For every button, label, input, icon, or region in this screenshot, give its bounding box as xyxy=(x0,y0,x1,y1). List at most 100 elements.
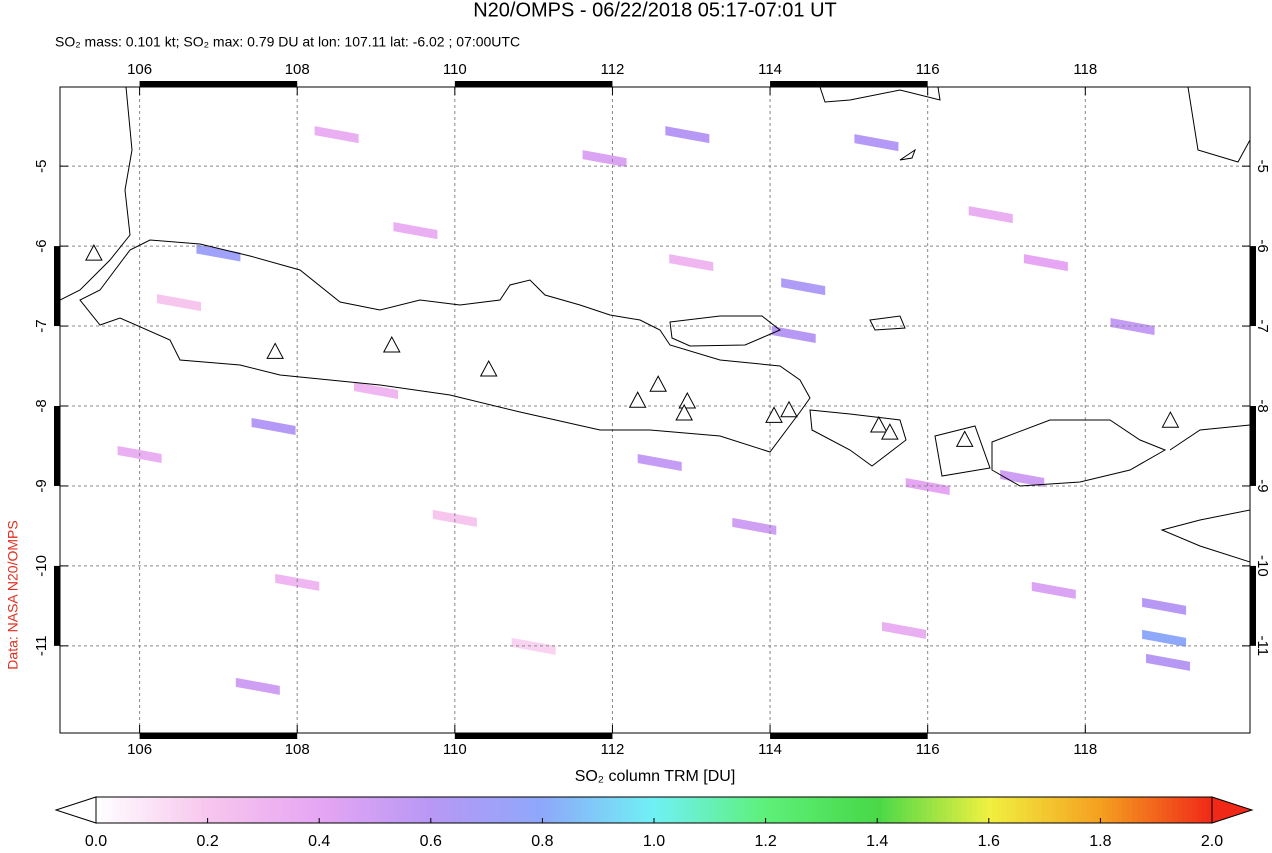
colorbar-cell xyxy=(796,797,803,823)
colorbar-cell xyxy=(851,797,858,823)
so2-pixel xyxy=(732,517,777,535)
y-tick-label: -6 xyxy=(33,239,50,252)
colorbar-cell xyxy=(296,797,302,823)
colorbar-cell xyxy=(1126,797,1133,823)
volcano xyxy=(675,403,693,421)
so2-pixel xyxy=(432,509,477,527)
colorbar-cell xyxy=(751,797,758,823)
so2-pixel xyxy=(157,294,201,312)
colorbar-cell xyxy=(161,797,167,823)
colorbar-cell xyxy=(486,797,492,823)
frame-bar xyxy=(139,81,298,87)
colorbar-tick-label: 2.0 xyxy=(1201,833,1223,850)
colorbar-tick-label: 0.6 xyxy=(420,833,442,850)
so2-pixel xyxy=(665,126,710,144)
colorbar-cell xyxy=(651,797,658,823)
colorbar-cell xyxy=(496,797,502,823)
colorbar-cell xyxy=(511,797,517,823)
colorbar-cell xyxy=(761,797,768,823)
colorbar-cell xyxy=(1051,797,1058,823)
colorbar-cell xyxy=(926,797,933,823)
so2-pixel xyxy=(1146,653,1191,671)
colorbar-cell xyxy=(211,797,217,823)
colorbar-cell xyxy=(901,797,908,823)
colorbar-cell xyxy=(1046,797,1053,823)
colorbar-cell xyxy=(1016,797,1023,823)
colorbar-cell xyxy=(366,797,372,823)
colorbar-cell xyxy=(356,797,362,823)
colorbar-cell xyxy=(1101,797,1108,823)
y-tick-label: -7 xyxy=(1254,319,1271,332)
colorbar-cell xyxy=(146,797,152,823)
so2-pixel xyxy=(1031,581,1076,599)
x-tick-label: 116 xyxy=(916,741,940,758)
colorbar-cell xyxy=(156,797,162,823)
colorbar-cell xyxy=(1161,797,1168,823)
colorbar-cell xyxy=(606,797,613,823)
colorbar-cell xyxy=(716,797,723,823)
so2-pixel xyxy=(314,126,359,144)
colorbar-cell xyxy=(96,797,102,823)
colorbar-cell xyxy=(601,797,608,823)
colorbar-cell xyxy=(426,797,432,823)
colorbar-cell xyxy=(731,797,738,823)
colorbar-cell xyxy=(781,797,788,823)
colorbar-cell xyxy=(896,797,903,823)
y-tick-label: -8 xyxy=(1254,399,1271,412)
chart-title: N20/OMPS - 06/22/2018 05:17-07:01 UT xyxy=(473,0,837,21)
colorbar-cell xyxy=(746,797,753,823)
colorbar-cell xyxy=(261,797,267,823)
x-tick-label: 108 xyxy=(285,61,310,78)
colorbar-cell xyxy=(691,797,698,823)
colorbar-cell xyxy=(706,797,713,823)
colorbar-cell xyxy=(1066,797,1073,823)
colorbar-cell xyxy=(451,797,457,823)
colorbar-cell xyxy=(1021,797,1028,823)
colorbar-cell xyxy=(586,797,593,823)
colorbar-cell xyxy=(341,797,347,823)
colorbar-cell xyxy=(686,797,693,823)
colorbar-cell xyxy=(1056,797,1063,823)
x-tick-label: 110 xyxy=(443,741,467,758)
frame-bar xyxy=(1250,406,1256,486)
colorbar-cell xyxy=(1141,797,1148,823)
colorbar-cell xyxy=(721,797,728,823)
x-tick-label: 106 xyxy=(127,61,152,78)
colorbar-cell xyxy=(936,797,943,823)
y-tick-label: -8 xyxy=(33,399,50,412)
colorbar-cell xyxy=(236,797,242,823)
colorbar-cell xyxy=(381,797,387,823)
colorbar-cell xyxy=(1111,797,1118,823)
so2-pixel xyxy=(771,326,816,344)
y-tick-label: -9 xyxy=(1254,479,1271,492)
colorbar-cell xyxy=(921,797,928,823)
x-tick-label: 114 xyxy=(758,741,782,758)
colorbar-cell xyxy=(841,797,848,823)
colorbar-cell xyxy=(776,797,783,823)
y-tick-label: -7 xyxy=(33,319,50,332)
colorbar-cell xyxy=(631,797,638,823)
colorbar-cell xyxy=(1171,797,1178,823)
colorbar-cell xyxy=(206,797,212,823)
volcano xyxy=(1161,411,1180,428)
colorbar-cell xyxy=(1106,797,1113,823)
colorbar-cell xyxy=(646,797,653,823)
colorbar-cell xyxy=(421,797,427,823)
colorbar-cell xyxy=(866,797,873,823)
colorbar-cell xyxy=(916,797,923,823)
y-tick-label: -9 xyxy=(33,479,50,492)
colorbar-cell xyxy=(371,797,377,823)
so2-pixel xyxy=(1142,597,1187,615)
colorbar-cell xyxy=(1031,797,1038,823)
colorbar-cell xyxy=(1196,797,1203,823)
colorbar-cell xyxy=(226,797,232,823)
colorbar-cell xyxy=(331,797,337,823)
colorbar-cell xyxy=(771,797,778,823)
colorbar-cell xyxy=(621,797,628,823)
colorbar-cell xyxy=(436,797,442,823)
colorbar-cell xyxy=(741,797,748,823)
colorbar-cell xyxy=(471,797,477,823)
colorbar-cell xyxy=(176,797,182,823)
colorbar-cell xyxy=(546,797,553,823)
colorbar-tick-label: 1.6 xyxy=(978,833,1000,850)
